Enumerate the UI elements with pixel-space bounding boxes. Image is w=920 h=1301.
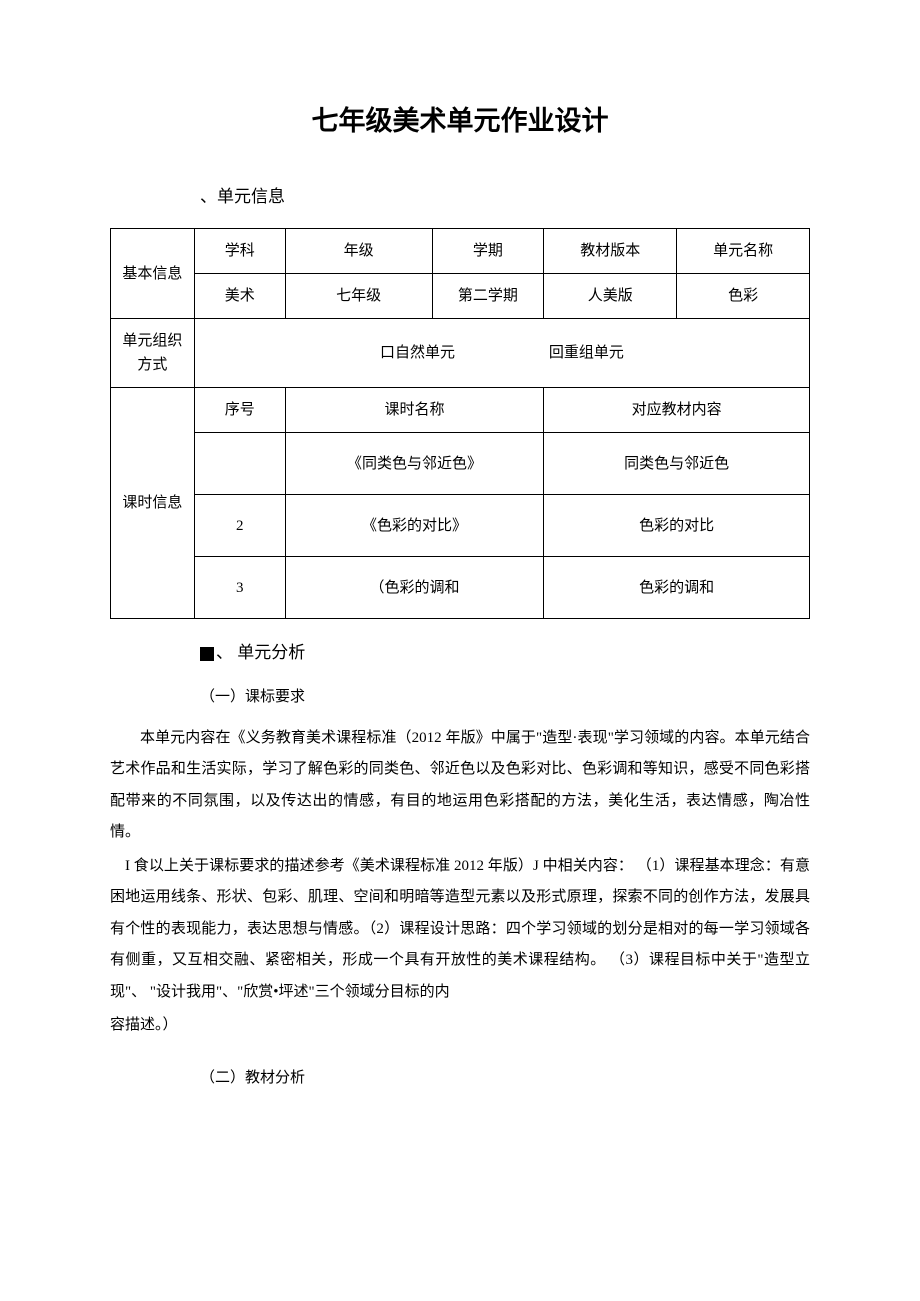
square-bullet-icon <box>200 647 214 661</box>
lesson-content-1: 同类色与邻近色 <box>544 433 810 495</box>
org-method-options: 口自然单元 回重组单元 <box>194 319 809 388</box>
section-1-header: 、单元信息 <box>200 183 810 210</box>
document-container: 七年级美术单元作业设计 、单元信息 基本信息 学科 年级 学期 教材版本 单元名… <box>110 100 810 1090</box>
section-2-header: 、 单元分析 <box>200 639 810 666</box>
org-method-label: 单元组织方式 <box>111 319 195 388</box>
lesson-number-3: 3 <box>194 557 285 619</box>
page-title: 七年级美术单元作业设计 <box>110 100 810 143</box>
basic-info-label: 基本信息 <box>111 229 195 319</box>
section-2-text: 、 单元分析 <box>216 643 305 662</box>
paragraph-2: I 食以上关于课标要求的描述参考《美术课程标准 2012 年版）J 中相关内容：… <box>110 851 810 1009</box>
table-row: 3 （色彩的调和 色彩的调和 <box>111 557 810 619</box>
lesson-content-3: 色彩的调和 <box>544 557 810 619</box>
option-reorg-unit: 回重组单元 <box>549 345 624 361</box>
unit-info-table: 基本信息 学科 年级 学期 教材版本 单元名称 美术 七年级 第二学期 人美版 … <box>110 228 810 619</box>
lesson-name-1: 《同类色与邻近色》 <box>285 433 544 495</box>
header-number: 序号 <box>194 388 285 433</box>
lesson-number-1 <box>194 433 285 495</box>
header-textbook-content: 对应教材内容 <box>544 388 810 433</box>
header-textbook: 教材版本 <box>544 229 677 274</box>
table-row: 基本信息 学科 年级 学期 教材版本 单元名称 <box>111 229 810 274</box>
option-natural-unit: 口自然单元 <box>380 341 455 365</box>
header-grade: 年级 <box>285 229 432 274</box>
value-grade: 七年级 <box>285 274 432 319</box>
sub-header-1: （一）课标要求 <box>200 685 810 709</box>
lesson-number-2: 2 <box>194 495 285 557</box>
sub-header-2: （二）教材分析 <box>200 1066 810 1090</box>
header-subject: 学科 <box>194 229 285 274</box>
table-row: 《同类色与邻近色》 同类色与邻近色 <box>111 433 810 495</box>
lesson-info-label: 课时信息 <box>111 388 195 619</box>
header-lesson-name: 课时名称 <box>285 388 544 433</box>
lesson-name-2: 《色彩的对比》 <box>285 495 544 557</box>
table-row: 2 《色彩的对比》 色彩的对比 <box>111 495 810 557</box>
value-semester: 第二学期 <box>432 274 544 319</box>
lesson-content-2: 色彩的对比 <box>544 495 810 557</box>
value-subject: 美术 <box>194 274 285 319</box>
table-row: 单元组织方式 口自然单元 回重组单元 <box>111 319 810 388</box>
header-semester: 学期 <box>432 229 544 274</box>
header-unit-name: 单元名称 <box>677 229 810 274</box>
value-textbook: 人美版 <box>544 274 677 319</box>
paragraph-3: 容描述。） <box>110 1010 810 1042</box>
lesson-name-3: （色彩的调和 <box>285 557 544 619</box>
table-row: 美术 七年级 第二学期 人美版 色彩 <box>111 274 810 319</box>
value-unit-name: 色彩 <box>677 274 810 319</box>
table-row: 课时信息 序号 课时名称 对应教材内容 <box>111 388 810 433</box>
paragraph-1: 本单元内容在《义务教育美术课程标准（2012 年版》中属于"造型·表现"学习领域… <box>110 723 810 849</box>
